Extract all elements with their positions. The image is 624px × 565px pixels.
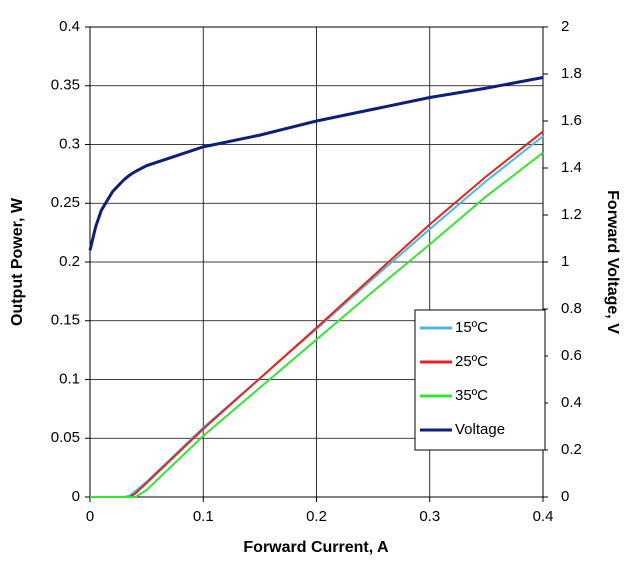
y2-tick-label: 1.8 xyxy=(561,65,582,82)
data-line xyxy=(88,76,544,251)
y2-tick-label: 0 xyxy=(561,488,569,505)
x-axis-title: Forward Current, A xyxy=(243,539,389,556)
x-tick-label: 0.4 xyxy=(533,508,554,525)
y2-tick-label: 1.2 xyxy=(561,206,582,223)
y-axis-title: Output Power, W xyxy=(9,197,26,326)
data-line xyxy=(90,151,544,498)
y-tick-label: 0.1 xyxy=(59,370,80,387)
y2-tick-label: 0.6 xyxy=(561,347,582,364)
legend-label: 15ºC xyxy=(455,319,488,336)
y-tick-label: 0.25 xyxy=(51,194,80,211)
y2-tick-label: 0.8 xyxy=(561,300,582,317)
x-tick-label: 0.3 xyxy=(419,508,440,525)
legend-box xyxy=(414,309,546,451)
y2-tick-label: 0.4 xyxy=(561,394,582,411)
x-tick-label: 0.2 xyxy=(306,508,327,525)
legend-label: Voltage xyxy=(455,421,505,438)
x-tick-label: 0.1 xyxy=(193,508,214,525)
y2-tick-label: 0.2 xyxy=(561,441,582,458)
legend-label: 35ºC xyxy=(455,387,488,404)
plot-frame xyxy=(89,26,544,498)
legend-label: 25ºC xyxy=(455,353,488,370)
y2-tick-label: 1.6 xyxy=(561,112,582,129)
y-tick-label: 0.2 xyxy=(59,253,80,270)
y-tick-label: 0.35 xyxy=(51,77,80,94)
y-tick-label: 0.05 xyxy=(51,429,80,446)
y2-tick-label: 1 xyxy=(561,253,569,270)
y-tick-label: 0.15 xyxy=(51,312,80,329)
y2-axis-title: Forward Voltage, V xyxy=(604,190,621,334)
x-tick-label: 0 xyxy=(86,508,94,525)
y-tick-label: 0 xyxy=(72,488,80,505)
y-tick-label: 0.3 xyxy=(59,135,80,152)
y2-tick-label: 1.4 xyxy=(561,159,582,176)
y-tick-label: 0.4 xyxy=(59,18,80,35)
y2-tick-label: 2 xyxy=(561,18,569,35)
